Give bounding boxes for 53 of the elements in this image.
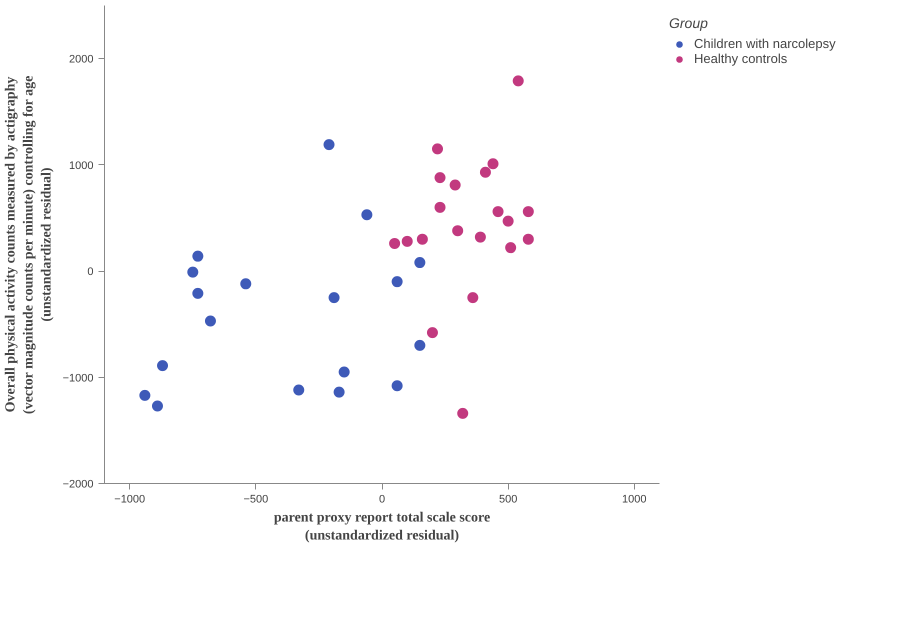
x-tick-label: 1000 bbox=[622, 494, 647, 506]
point bbox=[522, 234, 534, 245]
point bbox=[416, 234, 428, 245]
point bbox=[139, 390, 150, 401]
point bbox=[157, 360, 168, 372]
y-tick-label: 2000 bbox=[69, 54, 94, 66]
point bbox=[389, 238, 400, 249]
point bbox=[480, 166, 491, 178]
point bbox=[434, 172, 446, 184]
point bbox=[192, 288, 204, 299]
point bbox=[467, 292, 478, 304]
point bbox=[414, 340, 426, 351]
legend-label: Children with narcolepsy bbox=[694, 36, 836, 51]
point bbox=[434, 202, 446, 213]
point bbox=[324, 139, 335, 150]
x-tick-label: −1000 bbox=[114, 494, 146, 506]
point bbox=[240, 278, 252, 290]
point bbox=[328, 292, 340, 304]
x-tick-label: −500 bbox=[243, 494, 268, 506]
point bbox=[187, 266, 198, 278]
point bbox=[457, 408, 468, 419]
point bbox=[505, 242, 516, 254]
point bbox=[452, 225, 464, 236]
point bbox=[192, 250, 204, 262]
legend-label: Healthy controls bbox=[694, 51, 788, 66]
point bbox=[414, 257, 426, 268]
y-tick-label: −2000 bbox=[62, 478, 94, 490]
point bbox=[522, 206, 534, 218]
point bbox=[204, 315, 216, 326]
point bbox=[432, 143, 443, 154]
point bbox=[392, 380, 403, 392]
legend-title: Group bbox=[669, 15, 709, 31]
point bbox=[488, 158, 498, 170]
point bbox=[293, 384, 304, 396]
point bbox=[426, 327, 438, 338]
point bbox=[152, 400, 163, 412]
point bbox=[402, 236, 413, 247]
y-tick-label: 1000 bbox=[69, 160, 94, 172]
point bbox=[392, 276, 403, 288]
point bbox=[338, 366, 350, 378]
x-tick-label: 500 bbox=[498, 494, 518, 506]
x-axis-title: parent proxy report total scale score (unstandardized residual) bbox=[274, 510, 490, 544]
point bbox=[361, 209, 372, 220]
y-tick-label: −1000 bbox=[62, 372, 94, 384]
point bbox=[450, 180, 461, 191]
point bbox=[512, 75, 524, 86]
point bbox=[474, 232, 486, 243]
point bbox=[502, 216, 514, 227]
y-tick-label: 0 bbox=[87, 266, 94, 278]
point bbox=[334, 386, 345, 398]
point bbox=[492, 206, 504, 218]
x-tick-label: 0 bbox=[378, 494, 386, 506]
y-axis-title: Overall physical activity counts measured by actigraphy (vector magnitude counts per minute) controlling for age (unstandardized residual) bbox=[4, 76, 55, 414]
